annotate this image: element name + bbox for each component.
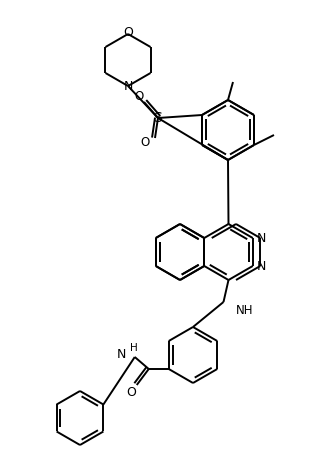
Text: O: O (134, 90, 144, 103)
Text: H: H (130, 343, 138, 353)
Text: N: N (257, 259, 266, 272)
Text: N: N (116, 348, 126, 362)
Text: N: N (123, 81, 133, 93)
Text: O: O (123, 27, 133, 39)
Text: O: O (126, 386, 136, 400)
Text: N: N (257, 232, 266, 244)
Text: O: O (140, 136, 150, 149)
Text: NH: NH (236, 303, 253, 317)
Text: S: S (154, 111, 162, 125)
